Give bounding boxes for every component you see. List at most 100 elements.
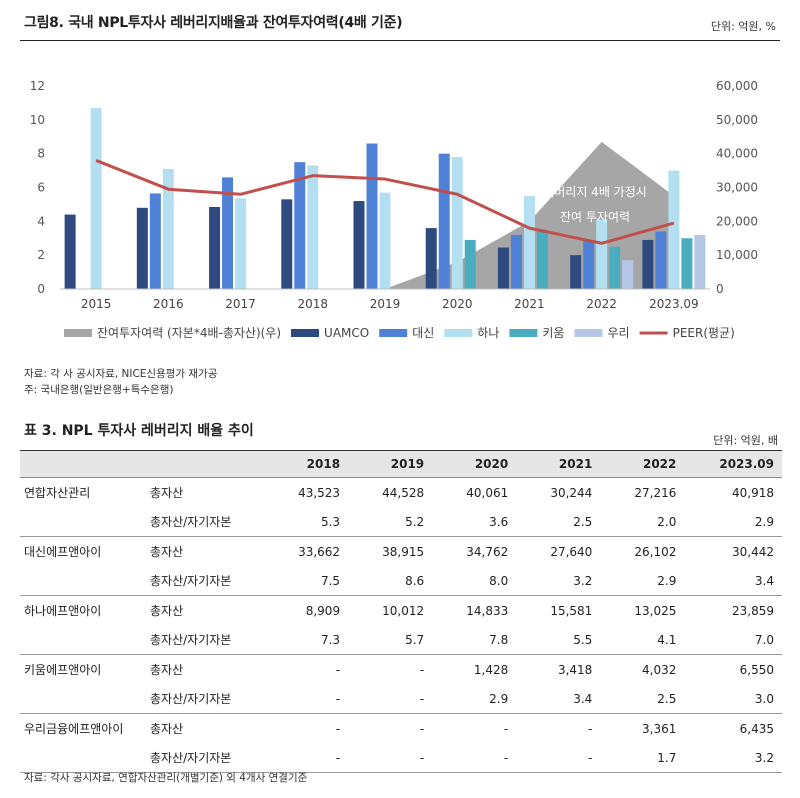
bar-키움 xyxy=(464,239,476,289)
bar-하나 xyxy=(235,198,247,289)
value-cell: 6,550 xyxy=(739,662,774,677)
legend-label: PEER(평균) xyxy=(673,326,735,340)
x-tick-label: 2016 xyxy=(153,297,184,311)
value-cell: 40,918 xyxy=(732,485,774,500)
bar-대신 xyxy=(366,143,378,289)
y-right-tick-label: 60,000 xyxy=(716,79,758,93)
table-unit: 단위: 억원, 배 xyxy=(713,434,778,447)
value-cell: 33,662 xyxy=(298,544,341,559)
table-source: 자료: 각사 공시자료, 연합자산관리(개별기준) 외 4개사 연결기준 xyxy=(24,772,308,784)
value-cell: - xyxy=(348,743,433,773)
value-cell: 5.2 xyxy=(348,507,433,537)
bar-우리 xyxy=(694,234,706,289)
bar-우리 xyxy=(622,260,634,289)
value-cell: 40,061 xyxy=(466,485,509,500)
y-right-tick-label: 20,000 xyxy=(716,214,758,228)
metric-cell: 총자산/자기자본 xyxy=(146,507,264,537)
value-cell: 2.0 xyxy=(600,507,685,537)
metric-cell: 총자산 xyxy=(150,722,184,736)
header-year: 2022 xyxy=(600,450,685,478)
line-peer-average xyxy=(95,159,675,245)
value-cell: 30,244 xyxy=(550,485,593,500)
y-right-tick-label: 40,000 xyxy=(716,147,758,161)
legend-label: 하나 xyxy=(477,326,499,340)
leverage-table: 2018 2019 2020 2021 2022 2023.09 연합자산관리 총자산 43,… xyxy=(20,450,782,773)
value-cell: 3.4 xyxy=(516,684,601,714)
value-cell: 6,435 xyxy=(739,721,774,736)
bar-UAMCO xyxy=(136,207,148,289)
metric-cell: 총자산 xyxy=(150,604,184,618)
company-cell xyxy=(20,743,146,773)
y-right-tick-label: 30,000 xyxy=(716,181,758,195)
value-cell: - xyxy=(432,743,517,773)
value-cell: - xyxy=(335,721,341,736)
bar-키움 xyxy=(681,238,693,289)
legend-swatch xyxy=(509,329,538,337)
value-cell: 5.3 xyxy=(264,507,349,537)
value-cell: 10,012 xyxy=(382,603,425,618)
table-row: 총자산/자기자본 7.5 8.6 8.0 3.2 2.9 3.4 xyxy=(20,566,782,596)
y-left-tick-label: 4 xyxy=(37,214,45,228)
value-cell: 23,859 xyxy=(732,603,774,618)
value-cell: 27,640 xyxy=(550,544,593,559)
legend-swatch xyxy=(291,329,320,337)
x-tick-label: 2022 xyxy=(586,297,617,311)
value-cell: 8.0 xyxy=(432,566,517,596)
metric-cell: 총자산 xyxy=(150,663,184,677)
company-cell xyxy=(20,684,146,714)
header-year: 2023.09 xyxy=(684,450,782,478)
value-cell: 2.5 xyxy=(516,507,601,537)
x-tick-label: 2017 xyxy=(225,297,256,311)
legend-swatch xyxy=(444,329,473,337)
value-cell: 14,833 xyxy=(466,603,509,618)
company-cell xyxy=(20,507,146,537)
company-cell: 우리금융에프앤아이 xyxy=(24,722,124,736)
value-cell: 26,102 xyxy=(634,544,677,559)
bar-하나 xyxy=(90,107,102,289)
table-row: 총자산/자기자본 - -2.9 3.4 2.5 3.0 xyxy=(20,684,782,714)
value-cell: 2.9 xyxy=(600,566,685,596)
bar-하나 xyxy=(596,219,608,289)
company-cell xyxy=(20,566,146,596)
legend-label: 대신 xyxy=(412,326,434,340)
value-cell: 3.0 xyxy=(684,684,782,714)
y-left-tick-label: 8 xyxy=(37,147,45,161)
value-cell: - xyxy=(348,684,433,714)
value-cell: 7.0 xyxy=(684,625,782,655)
header-year: 2021 xyxy=(516,450,601,478)
header-year: 2020 xyxy=(432,450,517,478)
table-title: 표 3. NPL 투자사 레버리지 배율 추이 xyxy=(24,423,254,439)
value-cell: - xyxy=(419,721,425,736)
annotation-line-1: 레버리지 4배 가정시 xyxy=(543,185,647,199)
value-cell: 8,909 xyxy=(305,603,341,618)
bar-키움 xyxy=(609,246,621,289)
bar-UAMCO xyxy=(64,214,76,289)
value-cell: 34,762 xyxy=(466,544,509,559)
value-cell: - xyxy=(587,721,593,736)
legend-swatch xyxy=(379,329,408,337)
y-left-tick-label: 12 xyxy=(30,79,45,93)
bar-대신 xyxy=(655,231,667,289)
metric-cell: 총자산 xyxy=(150,545,184,559)
value-cell: - xyxy=(419,662,425,677)
y-left-tick-label: 10 xyxy=(30,113,45,127)
value-cell: 3,418 xyxy=(557,662,593,677)
value-cell: 38,915 xyxy=(382,544,425,559)
x-tick-label: 2020 xyxy=(442,297,473,311)
header-year: 2018 xyxy=(264,450,349,478)
bar-UAMCO xyxy=(281,199,293,289)
value-cell: 3.2 xyxy=(684,743,782,773)
value-cell: 27,216 xyxy=(634,485,677,500)
x-tick-label: 2019 xyxy=(370,297,401,311)
value-cell: 1.7 xyxy=(600,743,685,773)
header-company xyxy=(20,450,146,478)
value-cell: 5.7 xyxy=(348,625,433,655)
figure-unit: 단위: 억원, % xyxy=(710,20,776,33)
legend-label: 키움 xyxy=(542,326,564,340)
y-right-tick-label: 10,000 xyxy=(716,248,758,262)
figure-title-rule xyxy=(20,40,780,41)
bar-UAMCO xyxy=(497,247,509,289)
bar-하나 xyxy=(523,195,535,289)
value-cell: 30,442 xyxy=(732,544,774,559)
table-row: 하나에프앤아이 총자산 8,909 10,012 14,833 15,581 13,025 2… xyxy=(20,596,782,626)
